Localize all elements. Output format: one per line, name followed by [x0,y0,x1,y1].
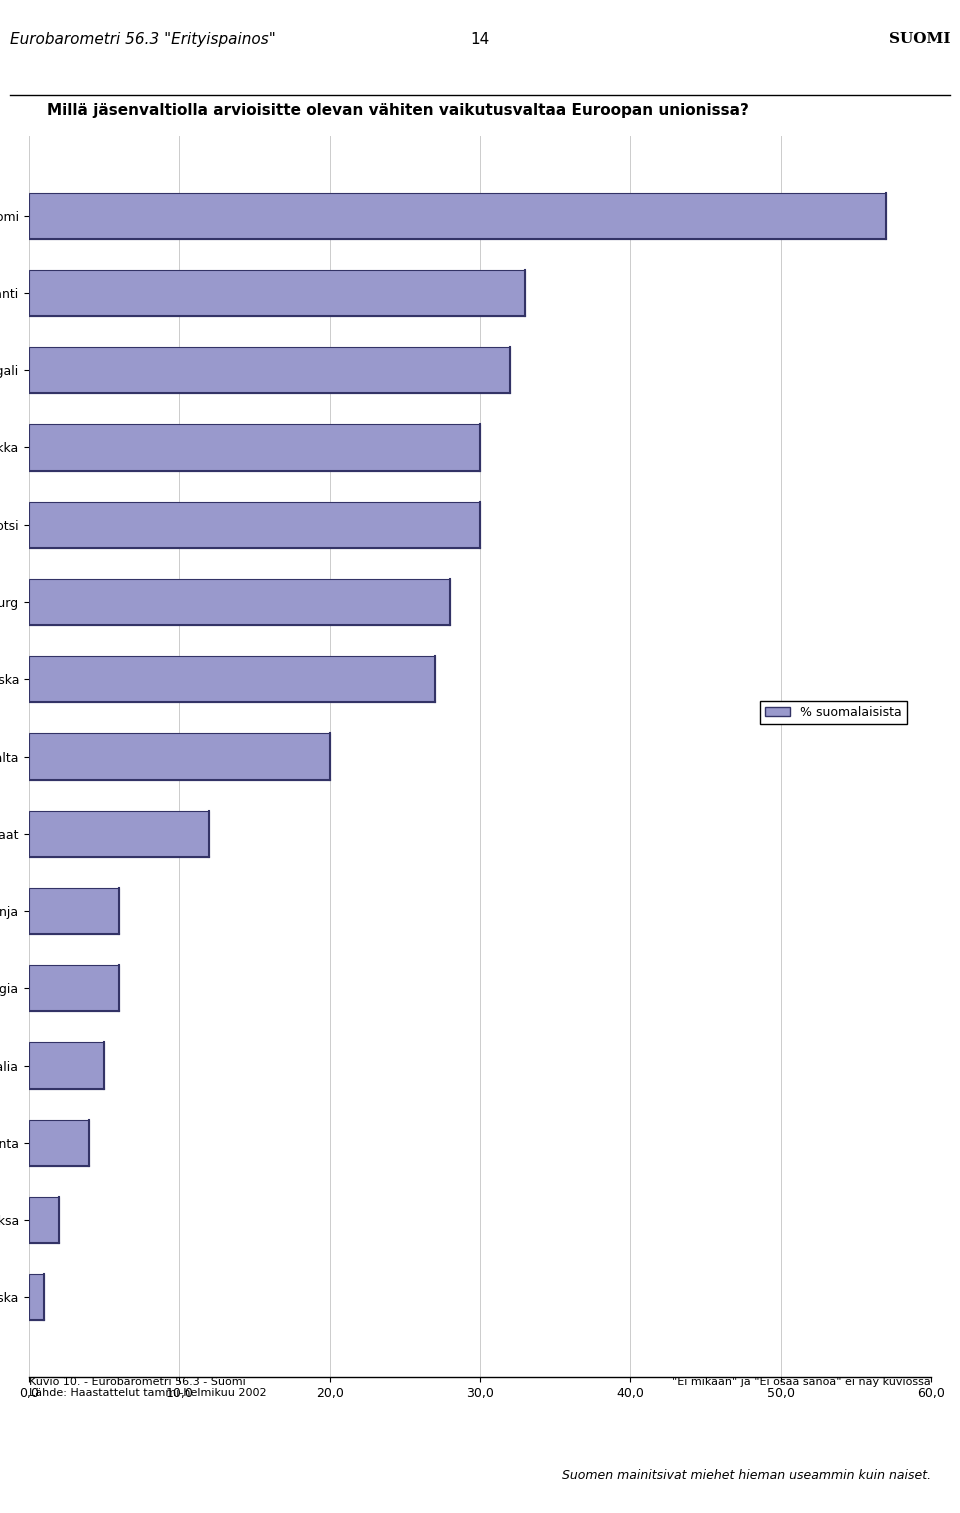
Bar [29,1197,59,1244]
Text: Kuvio 10. - Eurobarometri 56.3 - Suomi
Lähde: Haastattelut tammi-helmikuu 2002: Kuvio 10. - Eurobarometri 56.3 - Suomi L… [29,1377,267,1398]
Bar [29,269,525,316]
Bar [29,1274,44,1321]
Text: Suomen mainitsivat miehet hieman useammin kuin naiset.: Suomen mainitsivat miehet hieman useammi… [562,1469,931,1481]
Text: Millä jäsenvaltiolla arvioisitte olevan vähiten vaikutusvaltaa Euroopan unioniss: Millä jäsenvaltiolla arvioisitte olevan … [47,103,749,118]
Bar [29,346,510,393]
Text: Eurobarometri 56.3 "Erityispainos": Eurobarometri 56.3 "Erityispainos" [10,32,276,47]
Bar [29,657,435,702]
Bar [29,888,119,934]
Bar [29,1042,104,1089]
Text: 14: 14 [470,32,490,47]
Bar [29,965,119,1011]
Text: "Ei mikään" ja "Ei osaa sanoa" ei näy kuviossa: "Ei mikään" ja "Ei osaa sanoa" ei näy ku… [672,1377,931,1387]
Bar [29,192,886,239]
Bar [29,502,480,548]
Bar [29,424,480,471]
Legend: % suomalaisista: % suomalaisista [760,701,907,723]
Bar [29,811,209,856]
Text: SUOMI: SUOMI [889,32,950,45]
Bar [29,579,450,625]
Bar [29,1120,89,1167]
Bar [29,734,329,779]
